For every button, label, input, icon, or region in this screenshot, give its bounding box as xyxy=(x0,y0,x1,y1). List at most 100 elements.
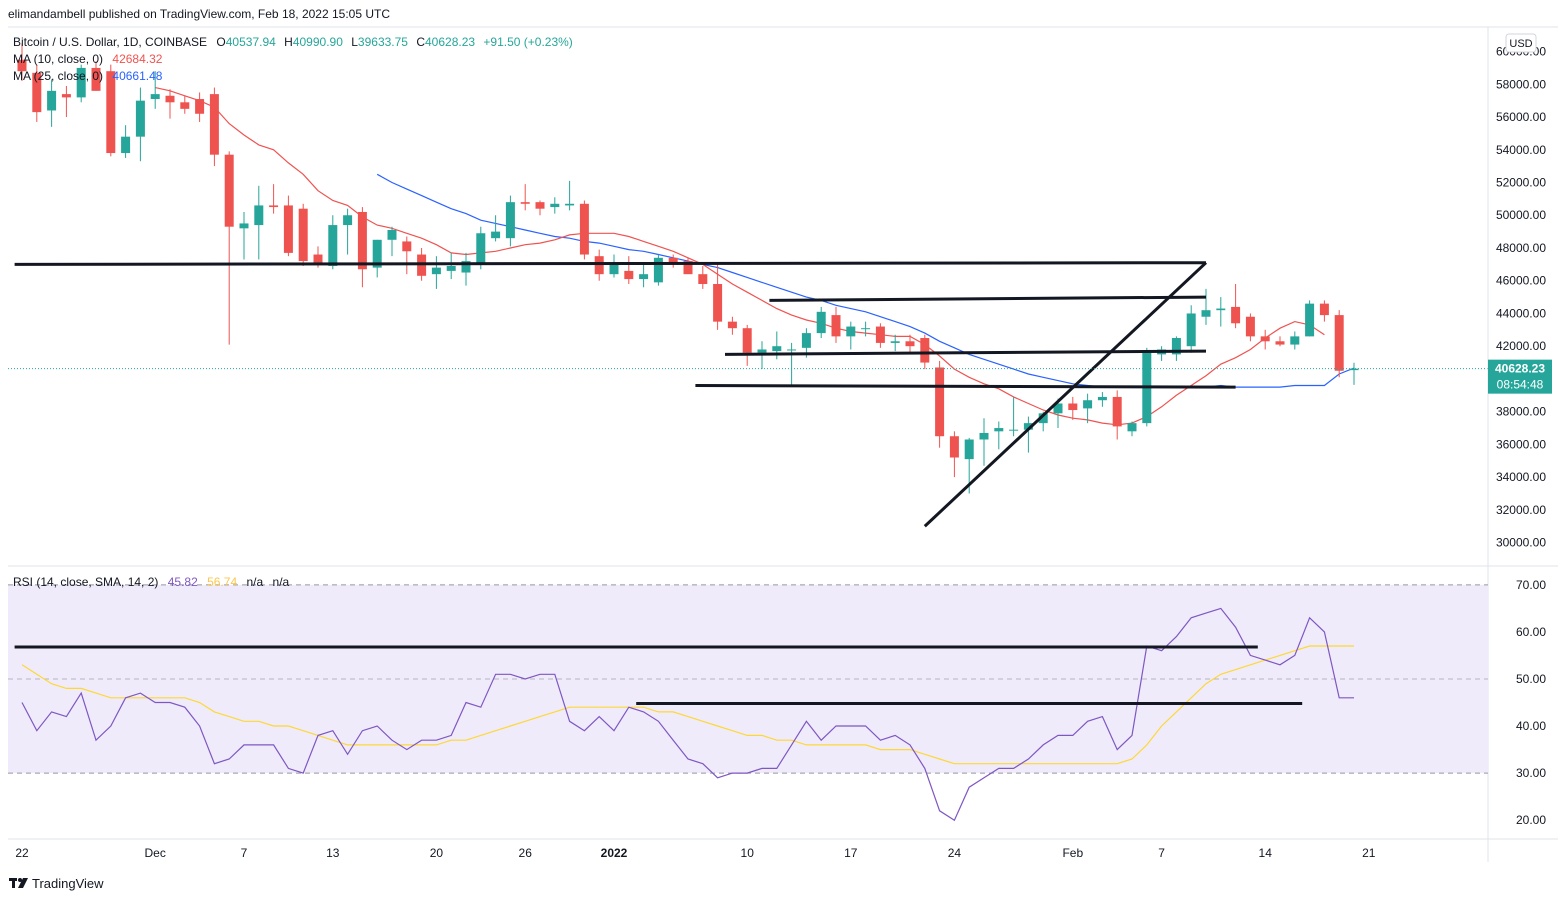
candle-body xyxy=(935,367,945,437)
price-trendline[interactable] xyxy=(724,349,1207,356)
candle xyxy=(624,256,634,284)
candle-body xyxy=(787,349,797,351)
candle xyxy=(668,254,678,268)
candle-body xyxy=(491,231,501,239)
candle-body xyxy=(727,321,737,329)
candle-body xyxy=(831,315,841,337)
candle-body xyxy=(431,267,441,275)
candle xyxy=(387,226,397,257)
candle xyxy=(328,215,338,270)
candle xyxy=(1349,362,1359,385)
tradingview-brand: TradingView xyxy=(32,876,104,891)
time-tick-label: 14 xyxy=(1259,846,1273,860)
candle-body xyxy=(446,265,456,271)
candle-body xyxy=(357,211,367,270)
price-tick-label: 34000.00 xyxy=(1496,470,1546,484)
candle xyxy=(180,95,190,114)
candle-body xyxy=(121,136,131,154)
price-tick-label: 38000.00 xyxy=(1496,405,1546,419)
candle-body xyxy=(313,254,323,263)
candle xyxy=(1290,331,1300,350)
currency-label: USD xyxy=(1509,38,1532,50)
candle-body xyxy=(949,436,959,458)
candle-body xyxy=(283,205,293,253)
price-pane[interactable] xyxy=(8,27,1488,559)
time-axis[interactable]: 22 Dec 7 13 20 26 2022 10 17 24 Feb 7 14 21 xyxy=(15,846,1375,860)
time-tick-label: 10 xyxy=(741,846,755,860)
open-value: 40537.94 xyxy=(226,35,276,49)
tradingview-logo[interactable]: TradingView xyxy=(9,876,104,891)
candle-body xyxy=(1068,403,1078,411)
price-tick-label: 58000.00 xyxy=(1496,77,1546,91)
price-axis[interactable]: 30000.00 32000.00 34000.00 36000.00 38000.00… xyxy=(1496,45,1546,550)
candle xyxy=(269,184,279,214)
price-trendline[interactable] xyxy=(14,261,1207,266)
price-trendline[interactable] xyxy=(769,295,1207,302)
symbol-legend[interactable]: Bitcoin / U.S. Dollar, 1D, COINBASE O405… xyxy=(13,35,573,49)
candle-body xyxy=(579,203,589,255)
candle-body xyxy=(565,203,575,206)
candle-body xyxy=(772,346,782,352)
candle xyxy=(61,85,71,118)
candle-body xyxy=(1216,308,1226,311)
price-trendline[interactable] xyxy=(695,383,1236,389)
candle xyxy=(165,89,175,119)
ma25-value: 40661.48 xyxy=(112,69,162,83)
price-legend: Bitcoin / U.S. Dollar, 1D, COINBASE O405… xyxy=(13,35,573,83)
candle-body xyxy=(920,338,930,363)
candle-body xyxy=(372,239,382,268)
ma10-legend[interactable]: MA (10, close, 0) 42684.32 xyxy=(13,52,163,66)
candle xyxy=(1068,396,1078,420)
candle-body xyxy=(757,349,767,353)
candle xyxy=(609,254,619,278)
candle xyxy=(505,195,515,247)
candle-body xyxy=(180,102,190,109)
rsi-pane[interactable] xyxy=(8,584,1488,822)
candle-body xyxy=(683,261,693,275)
rsi-legend[interactable]: RSI (14, close, SMA, 14, 2) 45.82 56.74 … xyxy=(13,575,290,589)
candle xyxy=(698,265,708,289)
candle xyxy=(17,43,27,82)
candle xyxy=(639,262,649,288)
candle xyxy=(461,252,471,286)
candle-body xyxy=(653,257,663,283)
candle xyxy=(727,316,737,335)
candle-body xyxy=(1290,336,1300,345)
rsi-line-layer xyxy=(21,607,1354,822)
candle-body xyxy=(994,428,1004,432)
candle-body xyxy=(61,94,71,98)
time-tick-label: Dec xyxy=(145,846,166,860)
ma10-value: 42684.32 xyxy=(112,52,162,66)
candle-body xyxy=(209,94,219,155)
candle-body xyxy=(861,328,871,330)
ma25-legend[interactable]: MA (25, close, 0) 40661.48 xyxy=(13,69,163,83)
time-tick-label: 2022 xyxy=(601,846,628,860)
candle xyxy=(1305,300,1315,337)
candle xyxy=(135,87,145,162)
candle-body xyxy=(298,208,308,262)
candle-body xyxy=(1201,310,1211,317)
candle-body xyxy=(535,202,545,209)
time-tick-label: 17 xyxy=(844,846,858,860)
time-tick-label: 21 xyxy=(1362,846,1376,860)
price-tick-label: 30000.00 xyxy=(1496,536,1546,550)
currency-button[interactable]: USD xyxy=(1505,33,1537,53)
candle xyxy=(150,71,160,109)
candle-body xyxy=(402,241,412,252)
candle-body xyxy=(1319,303,1329,316)
svg-text:RSI (14, close, SMA, 14, 2): RSI (14, close, SMA, 14, 2) 45.82 56.74 … xyxy=(13,575,290,589)
candle xyxy=(579,200,589,260)
price-trendline[interactable] xyxy=(923,261,1208,528)
candle xyxy=(1009,396,1019,437)
candle-body xyxy=(150,94,160,100)
candle xyxy=(209,87,219,167)
candle xyxy=(713,264,723,330)
candle-body xyxy=(905,341,915,347)
candle xyxy=(1334,310,1344,378)
candle xyxy=(1053,398,1063,429)
rsi-na-2: n/a xyxy=(273,575,290,589)
rsi-sma-value: 56.74 xyxy=(207,575,237,589)
rsi-axis[interactable]: 20.00 30.00 40.00 50.00 60.00 70.00 xyxy=(1516,578,1546,827)
low-value: 39633.75 xyxy=(358,35,408,49)
